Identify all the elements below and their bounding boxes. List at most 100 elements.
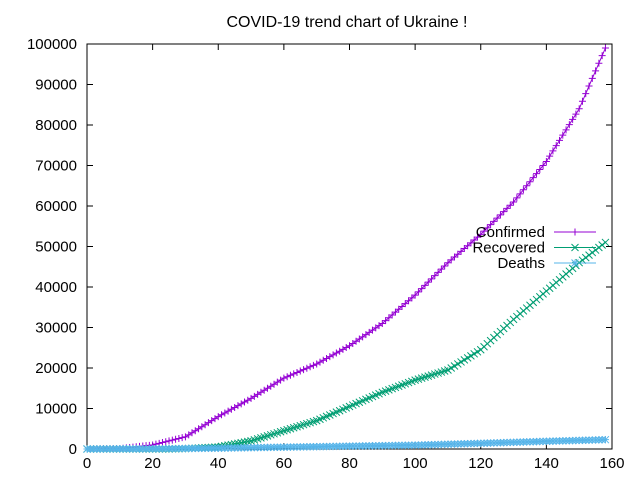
data-point: [510, 198, 518, 206]
data-point: [447, 256, 455, 264]
data-point: [434, 268, 442, 276]
data-point: [175, 434, 183, 442]
data-point: [401, 300, 409, 308]
series-deaths: [83, 435, 610, 453]
y-tick-label: 70000: [35, 158, 77, 175]
data-point: [405, 297, 413, 305]
data-point: [595, 243, 603, 252]
y-tick-label: 100000: [27, 36, 77, 53]
data-point: [418, 285, 426, 293]
data-point: [588, 248, 597, 257]
legend-label: Recovered: [472, 240, 545, 257]
data-point: [539, 162, 547, 169]
data-point: [519, 186, 527, 194]
data-point: [162, 438, 170, 446]
data-point: [585, 82, 593, 90]
axes: 0 10000 20000 30000 40000 50000 60000 70000 8000…: [27, 36, 625, 472]
data-point: [473, 233, 481, 241]
y-tick-label: 10000: [35, 401, 77, 418]
data-point: [408, 294, 416, 302]
data-point: [529, 174, 537, 182]
data-point: [562, 126, 570, 134]
data-point: [598, 241, 607, 249]
x-tick-label: 100: [403, 455, 428, 472]
data-point: [490, 217, 498, 225]
data-point: [336, 347, 344, 355]
data-point: [309, 361, 317, 369]
data-point: [428, 275, 436, 283]
series-confirmed: [83, 44, 609, 453]
data-point: [329, 351, 337, 359]
data-point: [470, 236, 478, 244]
x-tick-label: 20: [144, 455, 161, 472]
data-point: [280, 374, 288, 382]
data-point: [421, 281, 429, 289]
data-point: [523, 182, 531, 190]
data-point: [224, 407, 232, 415]
data-point: [500, 208, 508, 216]
data-point: [506, 201, 514, 209]
data-point: [559, 131, 567, 139]
data-point: [546, 152, 554, 160]
data-point: [411, 291, 419, 299]
y-tick-label: 40000: [35, 279, 77, 296]
data-point: [168, 436, 176, 444]
data-point: [556, 136, 563, 144]
x-tick-label: 120: [468, 455, 493, 472]
data-point: [493, 214, 501, 222]
data-point: [385, 314, 393, 322]
data-point: [241, 398, 248, 406]
data-point: [286, 371, 294, 379]
data-point: [601, 238, 610, 247]
data-point: [316, 358, 324, 366]
data-point: [444, 259, 452, 267]
data-point: [496, 211, 504, 219]
data-point: [437, 265, 445, 273]
y-tick-label: 80000: [35, 117, 77, 134]
data-point: [549, 147, 557, 155]
data-point: [552, 142, 560, 150]
data-point: [424, 278, 432, 286]
data-point: [326, 353, 334, 361]
data-point: [542, 157, 550, 165]
data-point: [300, 366, 308, 374]
data-point: [306, 363, 314, 371]
data-point: [592, 67, 600, 75]
data-point: [601, 435, 610, 444]
y-tick-label: 30000: [35, 320, 77, 337]
data-point: [227, 405, 235, 413]
x-tick-label: 0: [83, 455, 91, 472]
data-point: [480, 227, 488, 235]
data-point: [244, 396, 252, 404]
x-tick-label: 60: [276, 455, 293, 472]
data-point: [323, 354, 331, 362]
data-point: [598, 52, 606, 60]
data-point: [513, 194, 521, 202]
data-point: [296, 367, 304, 375]
data-point: [243, 437, 252, 446]
data-point: [395, 305, 403, 313]
data-point: [342, 344, 350, 352]
data-point: [467, 239, 475, 247]
data-point: [582, 90, 590, 98]
legend-marker: [571, 259, 579, 267]
data-point: [290, 370, 298, 378]
data-point: [464, 242, 472, 250]
data-point: [240, 438, 249, 446]
data-point: [332, 349, 340, 357]
data-point: [221, 409, 229, 417]
data-point: [339, 345, 347, 353]
data-point: [293, 368, 301, 376]
legend-label: Deaths: [497, 255, 545, 272]
series-layer: [83, 44, 610, 453]
data-point: [378, 319, 386, 327]
data-point: [572, 110, 580, 118]
data-point: [441, 262, 449, 270]
data-point: [454, 250, 462, 258]
y-tick-label: 20000: [35, 360, 77, 377]
y-tick-label: 50000: [35, 239, 77, 256]
data-point: [382, 317, 390, 325]
data-point: [585, 251, 593, 259]
legend-marker: [571, 228, 579, 236]
